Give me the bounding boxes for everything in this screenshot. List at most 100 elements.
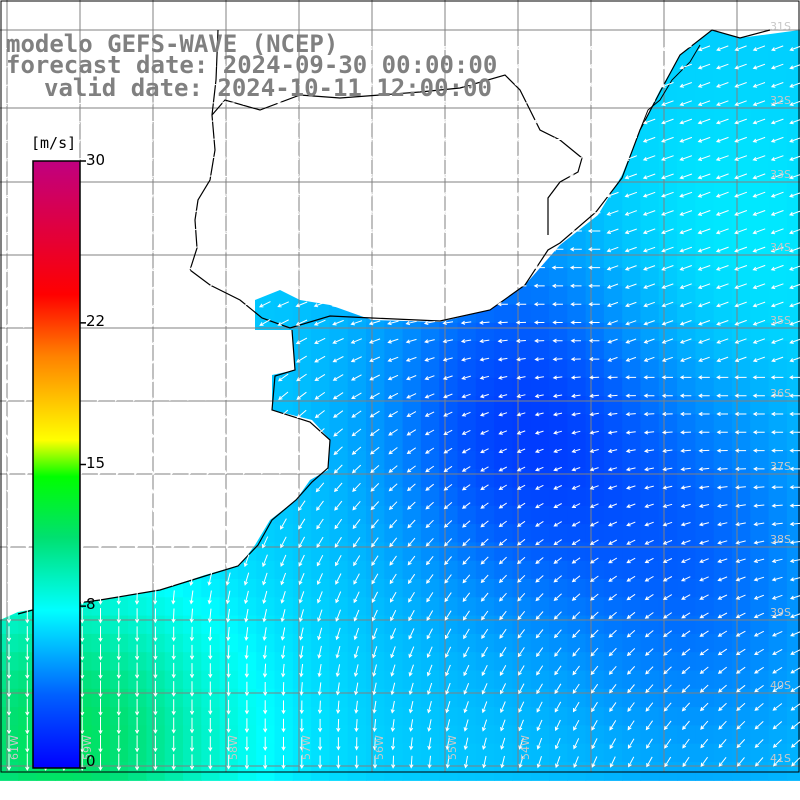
wind-arrow [187, 372, 197, 383]
wind-arrow [679, 283, 692, 289]
wind-arrow [239, 155, 253, 161]
wind-arrow [661, 338, 674, 344]
wind-arrow [460, 265, 472, 270]
wind-arrow [570, 320, 582, 325]
ocean-cell [786, 670, 800, 690]
wind-arrow [2, 118, 15, 125]
wind-arrow [624, 118, 638, 125]
wind-arrow [481, 701, 488, 714]
ocean-cell [622, 633, 642, 653]
wind-arrow [478, 210, 491, 215]
wind-arrow [205, 409, 215, 420]
ocean-cell [439, 725, 459, 745]
wind-arrow [349, 155, 363, 160]
ocean-cell [640, 725, 660, 745]
ocean-cell [677, 267, 696, 287]
wind-arrow [717, 503, 728, 508]
wind-arrow [717, 630, 728, 637]
ocean-cell [768, 579, 788, 598]
wind-arrow [460, 339, 472, 344]
ocean-cell [0, 725, 19, 745]
wind-arrow [258, 192, 272, 197]
wind-arrow [371, 573, 379, 585]
wind-arrow [643, 411, 655, 417]
wind-arrow [680, 540, 691, 545]
wind-arrow [423, 228, 436, 234]
ocean-cell [420, 359, 440, 379]
wind-arrow [496, 100, 509, 106]
wind-arrow [189, 572, 194, 587]
ocean-cell [732, 524, 751, 543]
wind-arrow [445, 664, 451, 677]
wind-arrow [333, 410, 344, 418]
wind-arrow [772, 666, 783, 674]
wind-arrow [553, 629, 562, 639]
wind-arrow [643, 283, 656, 289]
wind-arrow [221, 100, 235, 106]
ocean-cell [457, 597, 477, 617]
wind-arrow [517, 592, 526, 602]
wind-arrow [368, 119, 381, 124]
wind-arrow [479, 375, 490, 380]
wind-arrow [169, 372, 179, 383]
wind-arrow [186, 318, 198, 327]
wind-arrow [332, 374, 344, 381]
wind-arrow [514, 228, 527, 234]
wind-arrow [242, 427, 252, 438]
wind-arrow [462, 592, 471, 603]
wind-arrow [297, 482, 306, 493]
wind-arrow [97, 426, 104, 439]
wind-arrow [260, 409, 270, 419]
wind-arrow [607, 521, 618, 527]
ocean-cell [549, 377, 568, 397]
wind-arrow [258, 283, 271, 289]
wind-arrow [753, 485, 765, 490]
ocean-cell [695, 560, 715, 580]
ocean-cell [622, 249, 642, 269]
wind-arrow [115, 390, 123, 402]
ocean-cell [750, 322, 770, 342]
wind-arrow [130, 209, 143, 216]
ocean-cell [585, 414, 605, 434]
wind-arrow [460, 228, 472, 234]
wind-arrow [624, 82, 637, 88]
wind-arrow [682, 720, 690, 731]
wind-arrow [734, 356, 747, 363]
wind-arrow [407, 483, 416, 492]
wind-arrow [534, 430, 544, 435]
ocean-cell [439, 396, 459, 415]
ocean-cell [475, 652, 495, 672]
ocean-cell [256, 762, 276, 781]
wind-arrow [571, 430, 581, 435]
wind-arrow [752, 338, 766, 344]
wind-arrow [423, 265, 436, 270]
wind-arrow [168, 300, 179, 309]
wind-arrow [570, 302, 582, 307]
ocean-cell [237, 707, 257, 726]
ocean-cell [658, 652, 678, 672]
wind-arrow [496, 119, 509, 124]
ocean-cell [567, 707, 587, 726]
wind-arrow [24, 499, 30, 513]
wind-arrow [243, 554, 250, 568]
wind-arrow [754, 666, 764, 674]
ocean-cell [494, 615, 513, 635]
wind-arrow [39, 136, 52, 143]
ocean-cell [695, 615, 715, 635]
wind-arrow [25, 662, 30, 680]
wind-arrow [427, 737, 432, 751]
wind-arrow [462, 520, 471, 528]
ocean-cell [677, 121, 696, 141]
wind-arrow [221, 119, 235, 124]
wind-arrow [698, 338, 710, 344]
ocean-cell [695, 267, 715, 287]
wind-arrow [536, 701, 543, 713]
wind-arrow [38, 118, 52, 125]
wind-arrow [462, 556, 471, 565]
wind-arrow [680, 558, 691, 563]
ocean-cell [658, 688, 678, 708]
wind-arrow [186, 354, 197, 364]
wind-arrow [208, 645, 213, 660]
wind-arrow [25, 517, 30, 532]
ocean-cell [732, 66, 751, 86]
